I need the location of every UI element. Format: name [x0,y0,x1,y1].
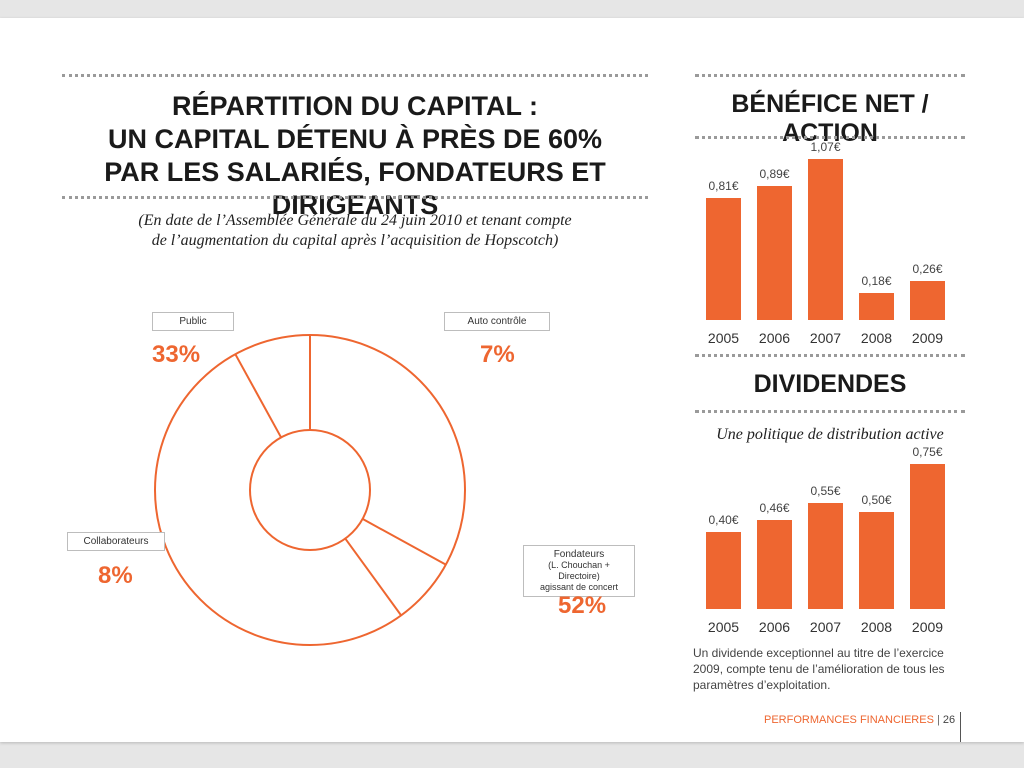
callout-collaborateurs: Collaborateurs [67,532,165,551]
callout-fondateurs: Fondateurs (L. Chouchan + Directoire) ag… [523,545,635,597]
dividendes-note-line-1: Un dividende exceptionnel au titre de l’… [693,646,944,660]
capital-title: RÉPARTITION DU CAPITAL : UN CAPITAL DÉTE… [60,90,650,222]
dividendes-note: Un dividende exceptionnel au titre de l’… [693,645,968,693]
benefice-value-label-2007: 1,07€ [810,140,841,154]
dividendes-bar-2005 [706,531,741,609]
donut-boundary-public [362,518,447,566]
capital-title-line-2: UN CAPITAL DÉTENU À PRÈS DE 60% [107,124,603,154]
divider-benefice-bottom [695,354,965,357]
percent-collaborateurs: 8% [98,562,133,589]
donut-boundary-auto-controle [344,537,402,616]
callout-auto-controle: Auto contrôle [444,312,550,331]
percent-public: 33% [152,341,201,368]
divider-benefice [695,136,965,139]
capital-donut-chart [154,334,466,646]
page-footer: PERFORMANCES FINANCIERES | 26 [764,714,955,726]
fondateurs-label-line-1: Fondateurs [553,549,605,560]
fondateurs-label-line-2: (L. Chouchan + Directoire) [548,560,610,581]
capital-subtitle: (En date de l’Assemblée Générale du 24 j… [60,211,650,251]
fondateurs-label-line-3: agissant de concert [539,582,619,592]
benefice-bar-2009 [910,280,945,320]
dividendes-bar-2006 [757,520,792,609]
callout-public: Public [152,312,234,331]
percent-auto-controle: 7% [480,341,515,368]
capital-title-line-1: RÉPARTITION DU CAPITAL : [172,91,538,121]
donut-inner-ring [249,429,371,551]
dividendes-category-label-2007: 2007 [809,619,842,635]
footer-rule [960,712,961,742]
dividendes-value-label-2006: 0,46€ [759,501,790,516]
footer-page-number: 26 [942,714,956,726]
capital-subtitle-line-2: de l’augmentation du capital après l’acq… [151,232,559,249]
benefice-value-label-2006: 0,89€ [759,167,790,182]
dividendes-bar-2009 [910,464,945,609]
benefice-category-label-2007: 2007 [809,330,842,346]
benefice-bar-2006 [757,186,792,320]
percent-fondateurs: 52% [558,592,607,619]
brochure-page: RÉPARTITION DU CAPITAL : UN CAPITAL DÉTE… [0,18,1024,742]
dividendes-category-label-2005: 2005 [707,619,740,635]
divider-top-left [62,74,648,77]
dividendes-bar-2007 [808,502,843,609]
benefice-category-label-2005: 2005 [707,330,740,346]
footer-separator: | [936,714,940,726]
dividendes-category-label-2009: 2009 [911,619,944,635]
benefice-value-label-2009: 0,26€ [912,261,943,276]
divider-dividendes [695,410,965,413]
dividendes-bar-2008 [859,512,894,609]
dividendes-subtitle: Une politique de distribution active [716,426,944,443]
benefice-title: BÉNÉFICE NET / ACTION [731,90,929,147]
donut-boundary-fondateurs [234,353,282,438]
dividendes-category-label-2006: 2006 [758,619,791,635]
divider-mid-left [62,196,648,199]
benefice-bar-2008 [859,292,894,320]
benefice-category-label-2006: 2006 [758,330,791,346]
capital-title-line-3: PAR LES SALARIÉS, FONDATEURS ET DIRIGEAN… [104,157,606,220]
dividendes-note-line-3: paramètres d’exploitation. [693,678,831,692]
dividendes-title: DIVIDENDES [753,370,907,398]
benefice-value-label-2008: 0,18€ [861,273,892,288]
dividendes-value-label-2009: 0,75€ [912,445,943,459]
dividendes-note-line-2: 2009, compte tenu de l’amélioration de t… [693,662,945,676]
footer-section: PERFORMANCES FINANCIERES [764,714,934,726]
dividendes-value-label-2005: 0,40€ [708,512,739,527]
benefice-bar-2007 [808,159,843,320]
benefice-value-label-2005: 0,81€ [708,179,739,194]
divider-top-right [695,74,965,77]
dividendes-category-label-2008: 2008 [860,619,893,635]
dividendes-value-label-2008: 0,50€ [861,493,892,508]
dividendes-value-label-2007: 0,55€ [810,483,841,498]
benefice-category-label-2008: 2008 [860,330,893,346]
benefice-bar-2005 [706,198,741,320]
capital-subtitle-line-1: (En date de l’Assemblée Générale du 24 j… [138,212,572,229]
benefice-category-label-2009: 2009 [911,330,944,346]
